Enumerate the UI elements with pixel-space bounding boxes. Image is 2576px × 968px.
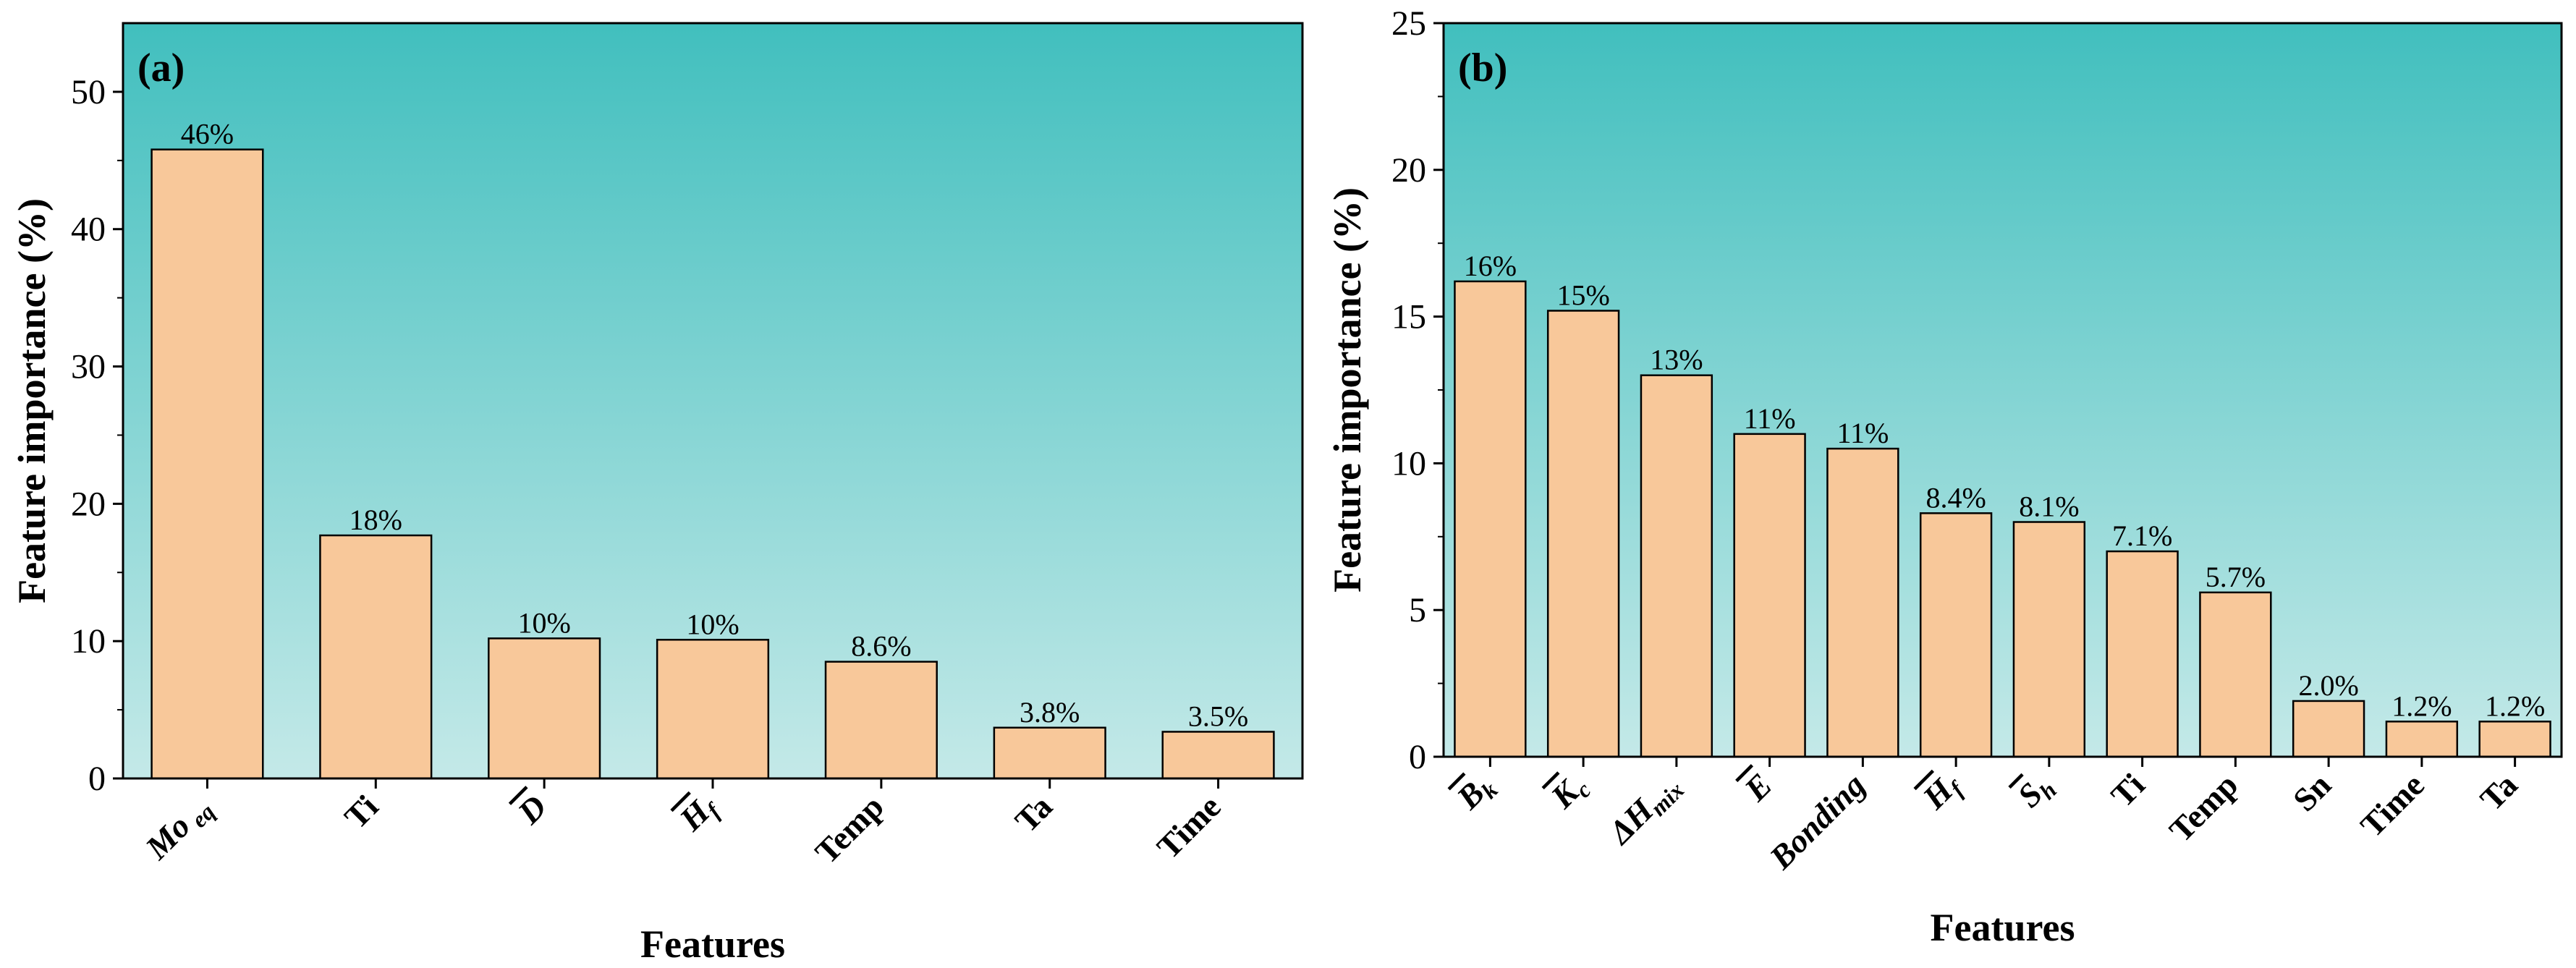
- data-label: 8.4%: [1925, 481, 1986, 514]
- bar: [1826, 447, 1899, 758]
- data-label: 10%: [686, 608, 739, 640]
- bar: [1161, 731, 1275, 780]
- y-tick-label: 0: [1409, 738, 1426, 776]
- x-tick-label: Temp: [2162, 766, 2245, 849]
- x-tick-label: Sn: [2286, 766, 2338, 818]
- data-label: 16%: [1464, 250, 1517, 282]
- chart-panel-b: 16% 15% 13% 11% 11% 8.4% 8.1% 7.1% 5.7% 2.0% 1.2% 1…: [1326, 4, 2563, 949]
- bar: [1733, 433, 1806, 758]
- bar: [319, 534, 433, 780]
- bar: [824, 661, 938, 780]
- x-tick-label: Time: [2353, 766, 2431, 844]
- chart-panel-a: 46% 18% 10% 10% 8.6% 3.8% 3.5% 0 10 20 30 40 50 Mo …: [10, 22, 1304, 966]
- x-tick-label: Hf: [1915, 765, 1970, 820]
- y-tick-label: 40: [71, 211, 106, 249]
- data-label: 11%: [1836, 417, 1889, 449]
- x-tick-label: Hf: [671, 786, 726, 841]
- bar: [1546, 310, 1620, 758]
- x-axis-title: Features: [1931, 906, 2075, 949]
- y-axis-title: Feature importance (%): [10, 198, 54, 603]
- bar: [2478, 721, 2551, 758]
- plot-frame: [122, 22, 1304, 780]
- plot-area-background: [1444, 23, 2562, 757]
- x-tick-label: Ta: [1008, 788, 1059, 839]
- data-label: 3.5%: [1188, 700, 1248, 732]
- data-label: 10%: [517, 606, 570, 639]
- x-tick-label: Ti: [337, 788, 385, 836]
- x-tick-label: Time: [1150, 788, 1228, 866]
- y-tick-label: 10: [1391, 444, 1426, 483]
- panel-label: (a): [137, 46, 185, 90]
- bar: [1454, 280, 1527, 758]
- data-label: 15%: [1556, 279, 1609, 311]
- x-tick-label: D: [510, 788, 554, 831]
- bar: [2292, 700, 2365, 758]
- bar: [2106, 550, 2179, 758]
- data-label: 18%: [349, 504, 402, 536]
- x-tick-label: Mo eq: [138, 788, 220, 870]
- bar: [993, 726, 1106, 780]
- data-label: 3.8%: [1020, 696, 1080, 729]
- plot-frame: [1442, 22, 2563, 758]
- data-label: 2.0%: [2298, 669, 2358, 702]
- data-label: 46%: [181, 118, 234, 150]
- x-tick-label: Bk: [1449, 766, 1503, 820]
- y-tick-label: 20: [1391, 151, 1426, 190]
- y-tick-label: 5: [1409, 591, 1426, 629]
- bar: [1640, 374, 1713, 758]
- x-tick-label: Temp: [808, 788, 891, 870]
- x-tick-label: ΔHmix: [1601, 766, 1690, 855]
- y-axis-title: Feature importance (%): [1326, 187, 1369, 593]
- bar: [2385, 721, 2459, 758]
- data-label: 1.2%: [2391, 689, 2452, 722]
- x-tick-label: Kc: [1543, 766, 1596, 819]
- x-tick-label: Ti: [2103, 766, 2151, 814]
- data-label: 7.1%: [2112, 519, 2172, 552]
- panel-label: (b): [1458, 46, 1507, 90]
- x-tick-label: Ta: [2473, 766, 2525, 818]
- x-tick-label: Bonding: [1762, 766, 1872, 876]
- y-tick-label: 25: [1391, 4, 1426, 43]
- data-label: 11%: [1744, 402, 1796, 435]
- x-tick-label: E: [1737, 766, 1779, 808]
- y-tick-label: 30: [71, 348, 106, 386]
- bar: [1919, 512, 1993, 758]
- data-label: 8.1%: [2019, 491, 2079, 523]
- y-tick-label: 20: [71, 485, 106, 523]
- y-tick-label: 50: [71, 73, 106, 111]
- bar: [151, 148, 264, 780]
- bar: [2012, 521, 2086, 758]
- y-tick-label: 15: [1391, 298, 1426, 336]
- bar: [488, 637, 601, 780]
- data-label: 8.6%: [851, 630, 911, 663]
- y-tick-label: 10: [71, 622, 106, 661]
- x-axis-title: Features: [640, 922, 785, 966]
- y-tick-label: 0: [88, 760, 106, 798]
- bar: [2199, 591, 2272, 758]
- x-tick-label: Sh: [2010, 766, 2062, 818]
- data-label: 1.2%: [2485, 689, 2545, 722]
- data-label: 13%: [1650, 344, 1703, 376]
- data-label: 5.7%: [2206, 561, 2266, 593]
- bar: [656, 639, 770, 780]
